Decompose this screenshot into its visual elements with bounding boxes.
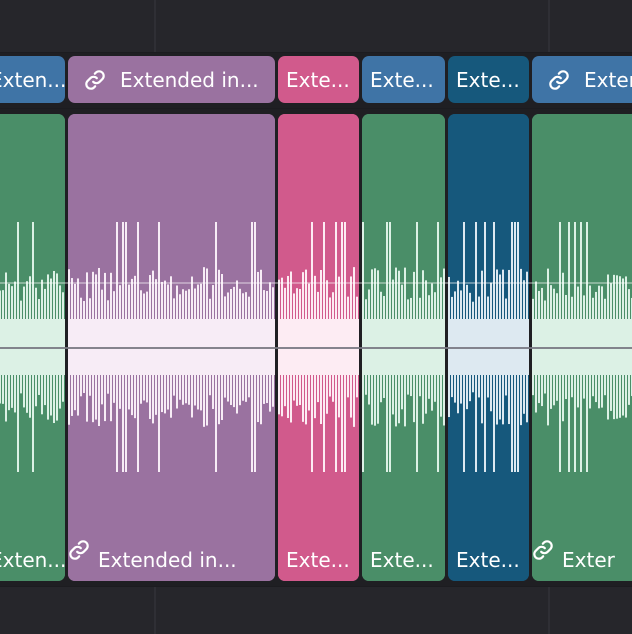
waveform [362, 114, 445, 581]
clip-footer: Exter [532, 539, 632, 581]
track-divider [0, 52, 632, 53]
clip-label[interactable]: Exter [532, 56, 632, 103]
clip-title: Exte... [370, 548, 434, 572]
clip-title: Exte... [370, 67, 434, 92]
clip-footer: Exte... [362, 539, 445, 581]
waveform [278, 114, 359, 581]
clip-title: Exten... [0, 67, 65, 92]
clip-title: Extended in... [120, 67, 259, 92]
waveform [448, 114, 529, 581]
clip-title: Extended in... [98, 548, 237, 572]
clip-footer: Exte... [448, 539, 529, 581]
clip-title: Exter [562, 548, 615, 572]
waveform-body [362, 319, 445, 375]
clip-label[interactable]: Exten... [0, 56, 65, 103]
waveform [532, 114, 632, 581]
waveform-body [0, 319, 65, 375]
clip-label[interactable]: Extended in... [68, 56, 275, 103]
clip-title: Exter [584, 67, 632, 92]
track-divider [0, 586, 632, 587]
waveform-body [68, 319, 275, 375]
clip-title: Exte... [286, 548, 350, 572]
audio-clip[interactable]: Extended in... [68, 114, 275, 581]
clip-label[interactable]: Exte... [448, 56, 529, 103]
link-icon [84, 69, 106, 91]
track-divider [0, 108, 632, 109]
link-icon [548, 69, 570, 91]
clip-title: Exte... [286, 67, 350, 92]
waveform [68, 114, 275, 581]
audio-clip[interactable]: Exten... [0, 114, 65, 581]
audio-clip[interactable]: Exte... [278, 114, 359, 581]
clip-title: Exte... [456, 67, 520, 92]
audio-clip[interactable]: Exte... [448, 114, 529, 581]
clip-footer: Extended in... [68, 539, 275, 581]
clip-label[interactable]: Exte... [362, 56, 445, 103]
clip-footer: Exte... [278, 539, 359, 581]
clip-title: Exte... [456, 548, 520, 572]
waveform [0, 114, 65, 581]
waveform-body [532, 319, 632, 375]
waveform-body [278, 319, 359, 375]
audio-clip[interactable]: Exte... [362, 114, 445, 581]
clip-label[interactable]: Exte... [278, 56, 359, 103]
clip-title: Exten... [0, 548, 65, 572]
clip-footer: Exten... [0, 539, 65, 581]
audio-clip[interactable]: Exter [532, 114, 632, 581]
waveform-body [448, 319, 529, 375]
